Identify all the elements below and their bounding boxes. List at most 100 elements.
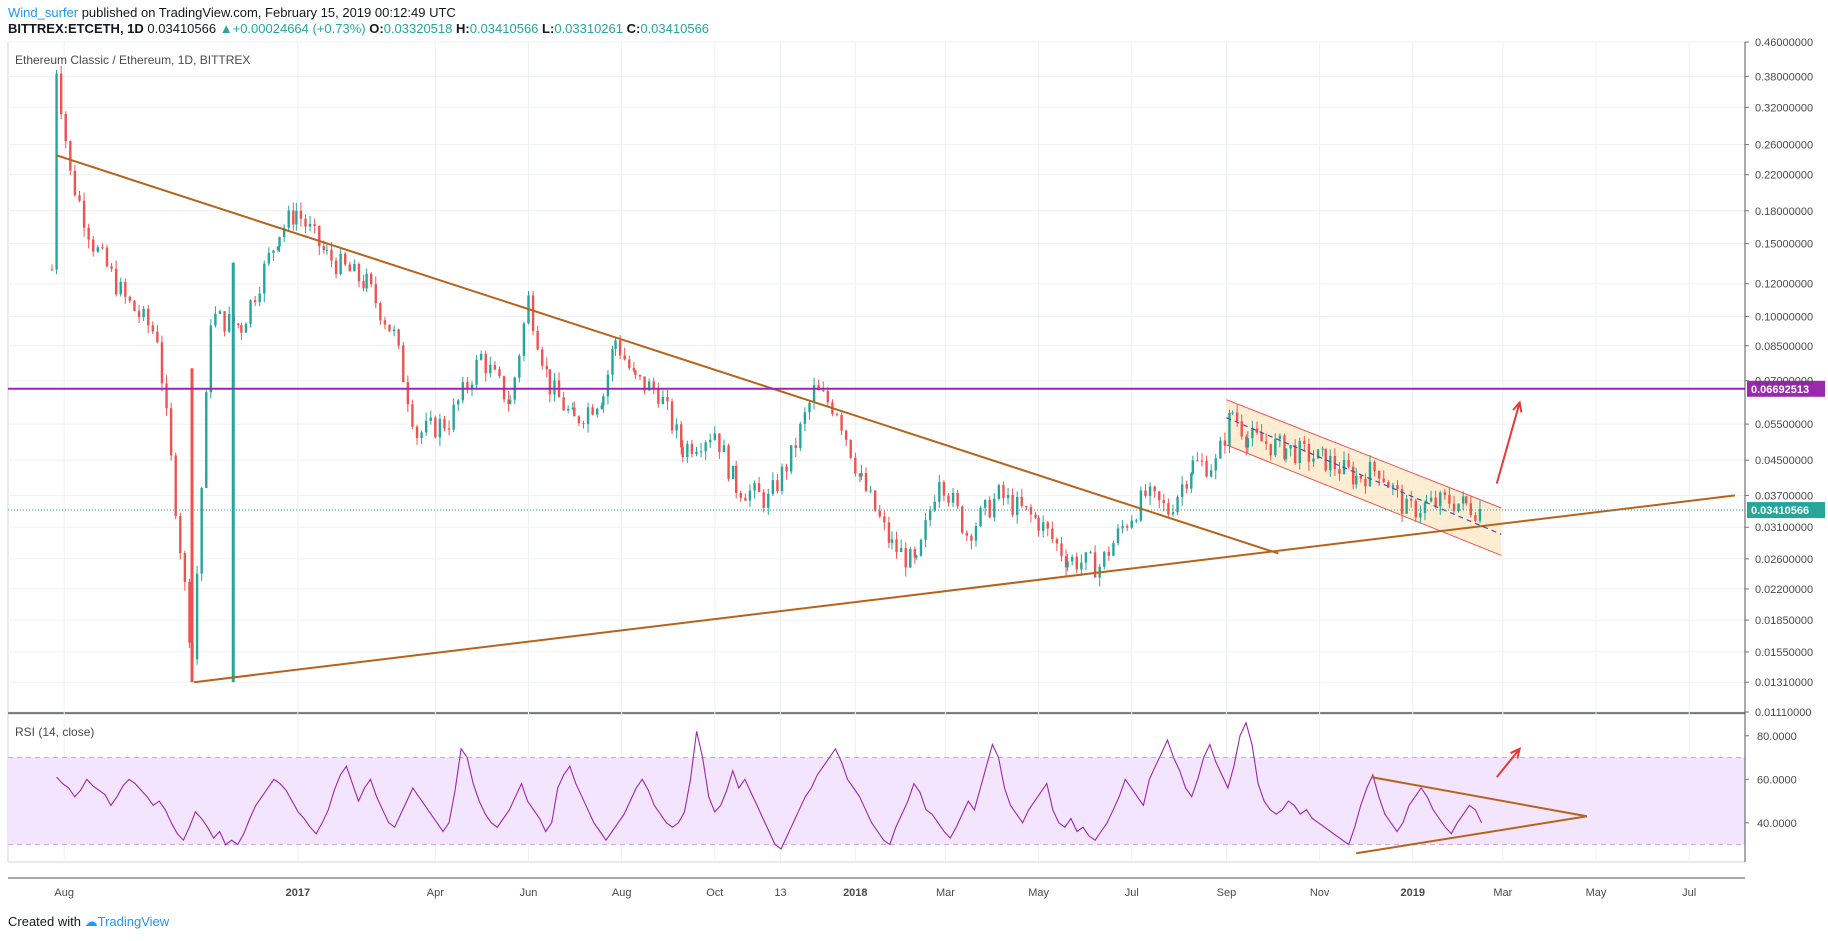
candle-body [438, 419, 442, 438]
dashed-trendline[interactable] [1226, 417, 1502, 535]
candle-body [1011, 494, 1014, 515]
candle-body [1158, 491, 1161, 501]
candle-body [1347, 459, 1350, 467]
candle-body [124, 281, 127, 297]
candle [1051, 521, 1054, 543]
candle-body [909, 549, 912, 568]
candle [1135, 518, 1138, 524]
candle [623, 347, 626, 361]
candle-body [1029, 507, 1033, 515]
candle [383, 316, 387, 330]
candle [1251, 420, 1254, 447]
price-tick-label: 0.10000000 [1755, 312, 1813, 324]
candle [997, 483, 1001, 501]
candle-body [704, 442, 707, 452]
candle [873, 489, 877, 512]
candle-body [1167, 503, 1170, 515]
price-tick-label: 0.07000000 [1755, 376, 1813, 388]
candle [553, 372, 556, 402]
candle-body [253, 300, 257, 303]
time-tick-label: Aug [54, 887, 74, 899]
trendline[interactable] [193, 494, 1736, 684]
candle [1329, 449, 1332, 477]
candle-body [803, 412, 807, 424]
candle-body [1153, 486, 1156, 492]
candle [119, 277, 122, 297]
ohlc-line: BITTREX:ETCETH, 1D 0.03410566 ▲+0.000246… [8, 21, 709, 36]
rsi-triangle-upper[interactable] [1371, 776, 1588, 818]
candle [244, 322, 248, 333]
candle-body [214, 313, 217, 326]
author-link[interactable]: Wind_surfer [8, 5, 79, 20]
close-value: 0.03410566 [640, 21, 710, 36]
candle-body [522, 323, 526, 356]
candle-body [1298, 440, 1301, 464]
tradingview-link[interactable]: TradingView [97, 914, 170, 929]
rsi-triangle-lower[interactable] [1356, 815, 1588, 855]
candle-body [1329, 456, 1332, 471]
candle [670, 398, 674, 434]
candle [577, 415, 581, 427]
candle [835, 412, 839, 417]
candle-body [299, 210, 303, 219]
candle [1434, 490, 1437, 509]
trendline[interactable] [56, 154, 1279, 555]
candle [611, 345, 614, 382]
candle [1264, 433, 1268, 450]
candle [353, 259, 356, 272]
candle-body [988, 500, 991, 518]
candle-body [1214, 458, 1217, 471]
created-with-text: Created with [8, 914, 81, 929]
candle [443, 415, 446, 432]
candle-body [722, 445, 726, 453]
channel-upper-line[interactable] [1226, 399, 1502, 509]
candle-body [1034, 514, 1037, 518]
candle-body [652, 381, 655, 390]
price-arrow[interactable] [1495, 402, 1521, 484]
tradingview-logo-icon: ☁ [84, 914, 98, 929]
candle [1359, 474, 1363, 483]
candle-body [470, 384, 474, 389]
candle-body [1303, 440, 1306, 444]
candle [947, 492, 950, 507]
candle-body [1066, 561, 1069, 568]
candle-body [209, 325, 213, 393]
candle-body [237, 323, 240, 326]
candle [1070, 554, 1074, 566]
candle-body [596, 408, 599, 415]
candle [1245, 434, 1248, 456]
rsi-arrow[interactable] [1495, 748, 1521, 778]
candle-body [1231, 412, 1234, 414]
candle-body [614, 340, 617, 349]
candle-spike [231, 262, 235, 683]
candle-body [1228, 413, 1231, 446]
candle [858, 472, 862, 483]
candle-body [322, 246, 326, 251]
candle-body [295, 210, 298, 225]
candle-body [638, 375, 642, 377]
candle [993, 493, 996, 522]
candle-body [661, 397, 665, 404]
candle-body [1135, 520, 1138, 522]
candle [369, 272, 373, 288]
candle-body [244, 323, 248, 333]
candle [1060, 537, 1063, 562]
candle [402, 341, 405, 383]
candle [498, 366, 501, 379]
candle [854, 452, 857, 477]
candle-body [339, 253, 342, 275]
candle [675, 418, 678, 439]
candle-body [628, 359, 631, 369]
time-tick-label: Jun [520, 887, 538, 899]
candle [988, 496, 991, 519]
candle-body [1084, 552, 1088, 563]
candle [1269, 443, 1272, 461]
price-tick-label: 0.03700000 [1755, 490, 1813, 502]
candle-body [895, 539, 898, 552]
time-tick-label: Oct [706, 887, 723, 899]
candle-body [1283, 435, 1286, 460]
candle-body [1240, 421, 1243, 437]
channel-lower-line[interactable] [1226, 444, 1502, 556]
candle-body [915, 555, 918, 558]
